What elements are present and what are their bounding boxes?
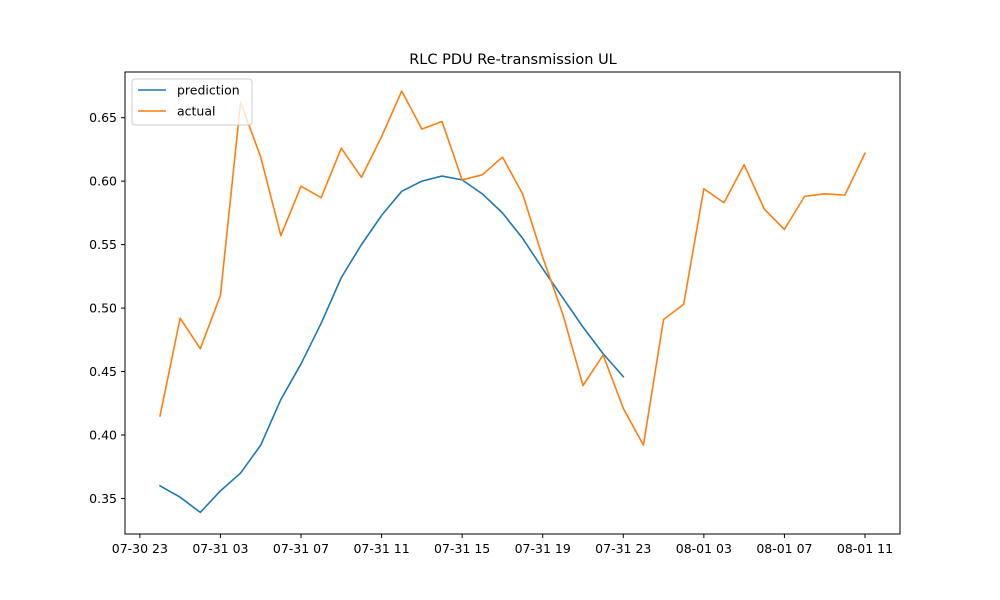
data-point-prediction	[180, 497, 181, 498]
data-point-prediction	[361, 244, 362, 245]
data-point-actual	[562, 314, 563, 315]
legend: prediction actual	[131, 78, 253, 126]
data-point-prediction	[441, 175, 442, 176]
data-point-actual	[401, 90, 402, 91]
data-point-prediction	[200, 512, 201, 513]
data-point-prediction	[623, 376, 624, 377]
data-point-prediction	[401, 191, 402, 192]
data-point-prediction	[381, 215, 382, 216]
data-point-prediction	[159, 485, 160, 486]
y-axis: 0.35 0.40 0.45 0.50 0.55 0.60 0.65	[89, 110, 125, 506]
data-point-actual	[321, 197, 322, 198]
data-point-actual	[260, 156, 261, 157]
data-point-actual	[361, 177, 362, 178]
x-axis: 07-30 23 07-31 03 07-31 07 07-31 11 07-31 15…	[112, 534, 893, 556]
data-point-prediction	[220, 490, 221, 491]
plot-frame	[124, 71, 901, 535]
x-tick-label: 07-31 23	[595, 541, 651, 556]
x-tick-label: 07-31 07	[273, 541, 329, 556]
legend-label-actual: actual	[177, 104, 216, 119]
data-point-actual	[200, 348, 201, 349]
data-point-actual	[683, 304, 684, 305]
data-point-actual	[542, 257, 543, 258]
data-point-actual	[663, 319, 664, 320]
data-point-actual	[441, 121, 442, 122]
x-tick-label: 08-01 11	[837, 541, 893, 556]
data-point-actual	[603, 354, 604, 355]
y-tick-label: 0.60	[89, 174, 117, 189]
y-tick-label: 0.65	[89, 110, 117, 125]
data-point-actual	[824, 193, 825, 194]
series-line-actual	[159, 90, 867, 446]
x-tick-label: 07-30 23	[112, 541, 168, 556]
series-line-prediction	[158, 175, 625, 514]
data-point-prediction	[542, 268, 543, 269]
data-point-actual	[844, 195, 845, 196]
data-point-prediction	[280, 399, 281, 400]
data-point-actual	[220, 295, 221, 296]
data-point-prediction	[300, 363, 301, 364]
data-point-prediction	[603, 353, 604, 354]
data-point-actual	[623, 408, 624, 409]
data-point-prediction	[341, 277, 342, 278]
chart-title: RLC PDU Re-transmission UL	[409, 52, 617, 68]
data-point-prediction	[522, 238, 523, 239]
x-tick-label: 07-31 19	[515, 541, 571, 556]
x-tick-label: 07-31 15	[434, 541, 490, 556]
data-point-actual	[703, 188, 704, 189]
data-point-prediction	[562, 297, 563, 298]
data-point-actual	[522, 193, 523, 194]
data-point-actual	[300, 186, 301, 187]
data-point-actual	[421, 129, 422, 130]
data-point-actual	[804, 196, 805, 197]
data-point-actual	[280, 235, 281, 236]
y-tick-label: 0.35	[89, 491, 117, 506]
data-point-actual	[764, 208, 765, 209]
data-point-prediction	[502, 212, 503, 213]
data-point-actual	[744, 164, 745, 165]
x-tick-label: 07-31 03	[192, 541, 248, 556]
x-tick-label: 08-01 07	[756, 541, 812, 556]
data-point-prediction	[321, 323, 322, 324]
data-point-actual	[864, 153, 865, 154]
data-point-prediction	[240, 472, 241, 473]
data-point-actual	[180, 318, 181, 319]
data-point-prediction	[260, 445, 261, 446]
x-tick-label: 07-31 11	[353, 541, 409, 556]
y-tick-label: 0.55	[89, 237, 117, 252]
data-point-actual	[462, 179, 463, 180]
data-point-prediction	[482, 193, 483, 194]
data-point-actual	[341, 148, 342, 149]
legend-label-prediction: prediction	[177, 83, 240, 98]
data-point-prediction	[421, 181, 422, 182]
y-tick-label: 0.45	[89, 364, 117, 379]
x-tick-label: 08-01 03	[676, 541, 732, 556]
data-point-actual	[381, 136, 382, 137]
series-layer	[158, 90, 867, 514]
data-point-prediction	[582, 327, 583, 328]
data-point-actual	[643, 445, 644, 446]
data-point-actual	[482, 174, 483, 175]
y-tick-label: 0.50	[89, 301, 117, 316]
y-tick-label: 0.40	[89, 428, 117, 443]
data-point-actual	[502, 156, 503, 157]
data-point-actual	[784, 229, 785, 230]
data-point-actual	[159, 415, 160, 416]
data-point-actual	[723, 202, 724, 203]
data-point-actual	[582, 385, 583, 386]
